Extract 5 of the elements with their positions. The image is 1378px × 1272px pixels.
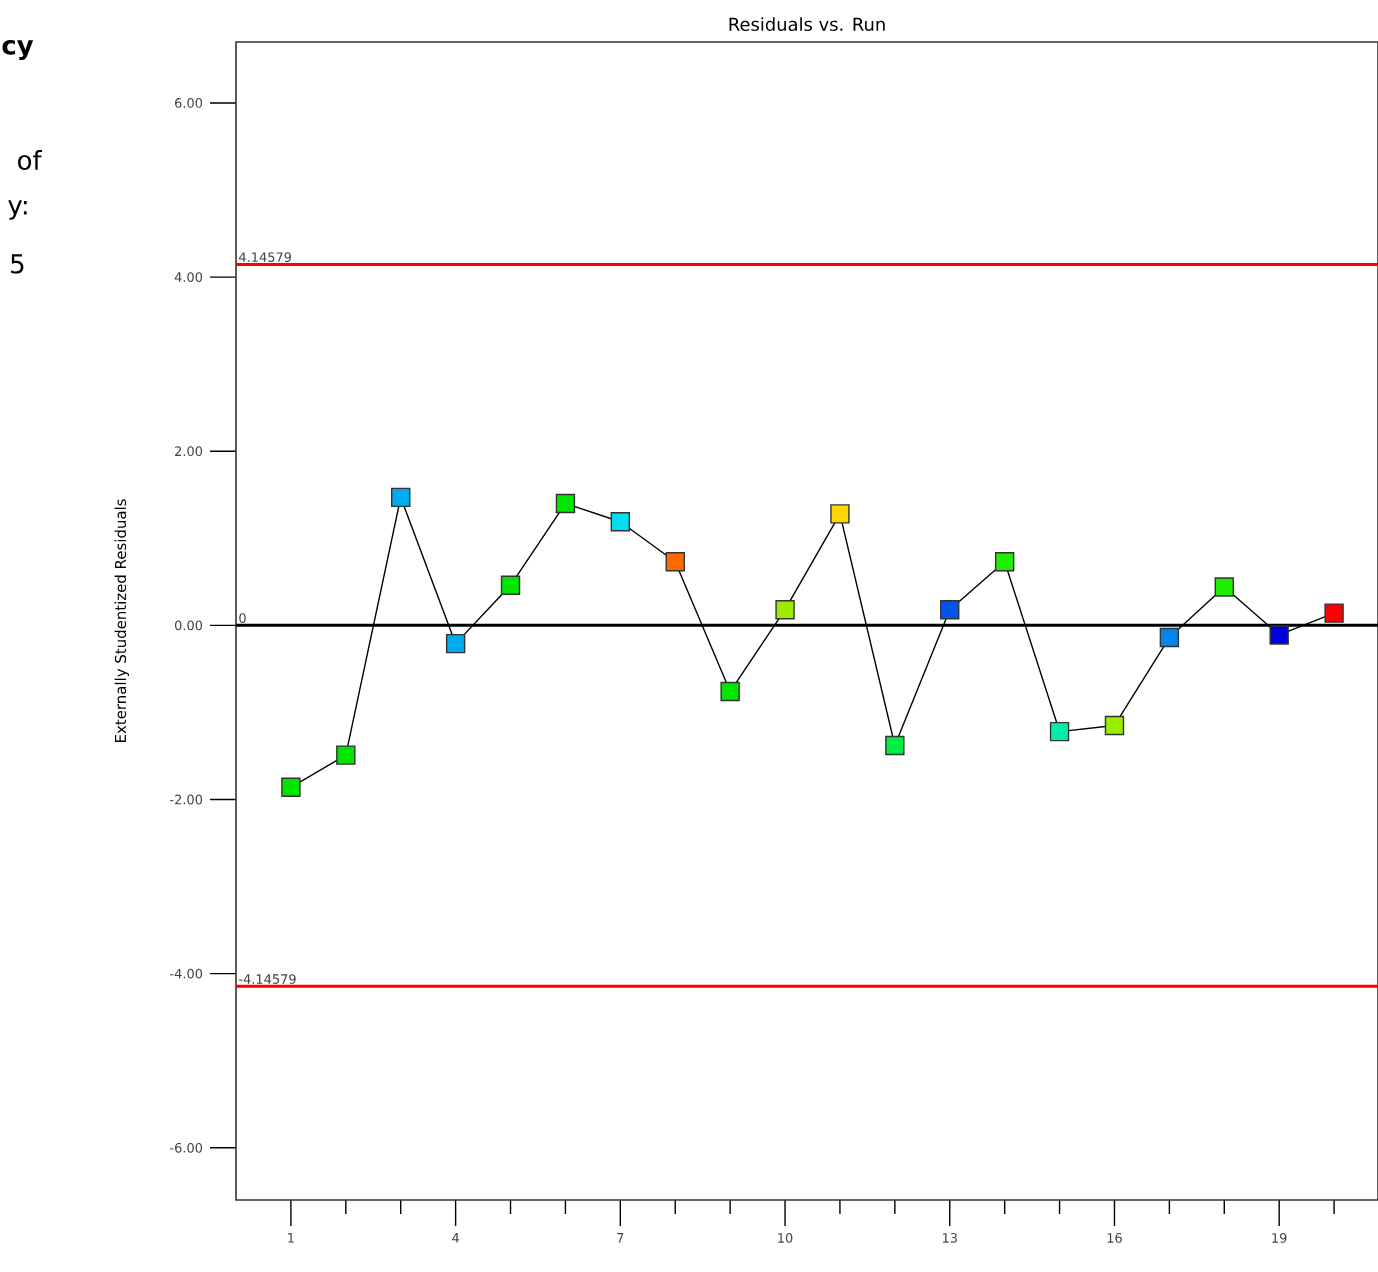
text: 5	[11, 254, 24, 274]
text: cy	[2, 39, 34, 61]
text: of	[18, 149, 43, 171]
chart-title: Residuals vs. Run	[729, 17, 885, 31]
text: y:	[8, 200, 27, 220]
